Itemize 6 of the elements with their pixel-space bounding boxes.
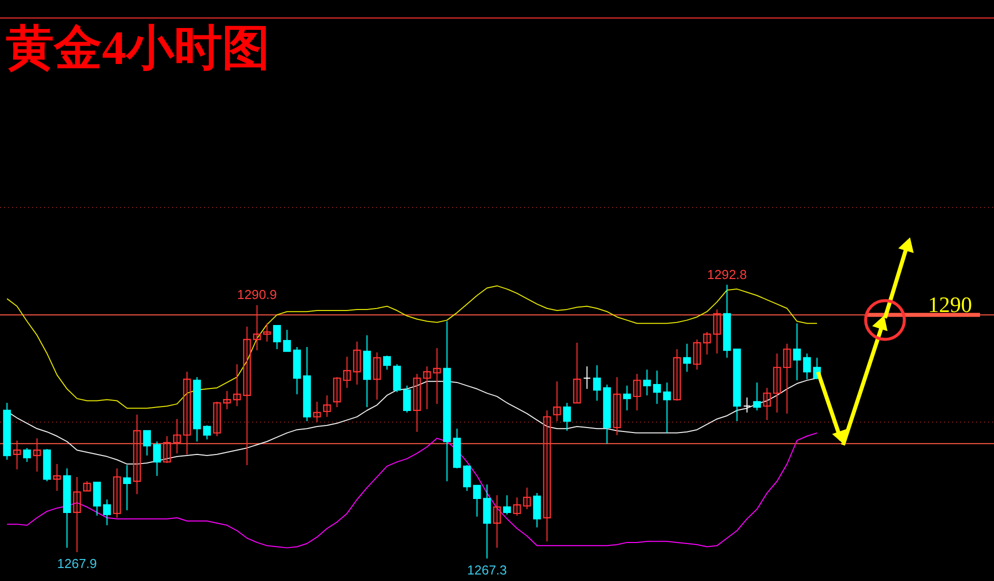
annotation: 1267.9 bbox=[57, 556, 97, 572]
annotation: 1290.9 bbox=[237, 287, 277, 302]
annotation: 1267.3 bbox=[467, 562, 507, 578]
annotation: 1292.8 bbox=[707, 266, 747, 282]
chart-title: 黄金4小时图 bbox=[6, 22, 270, 75]
ref-line-label: 1290 bbox=[928, 292, 972, 317]
